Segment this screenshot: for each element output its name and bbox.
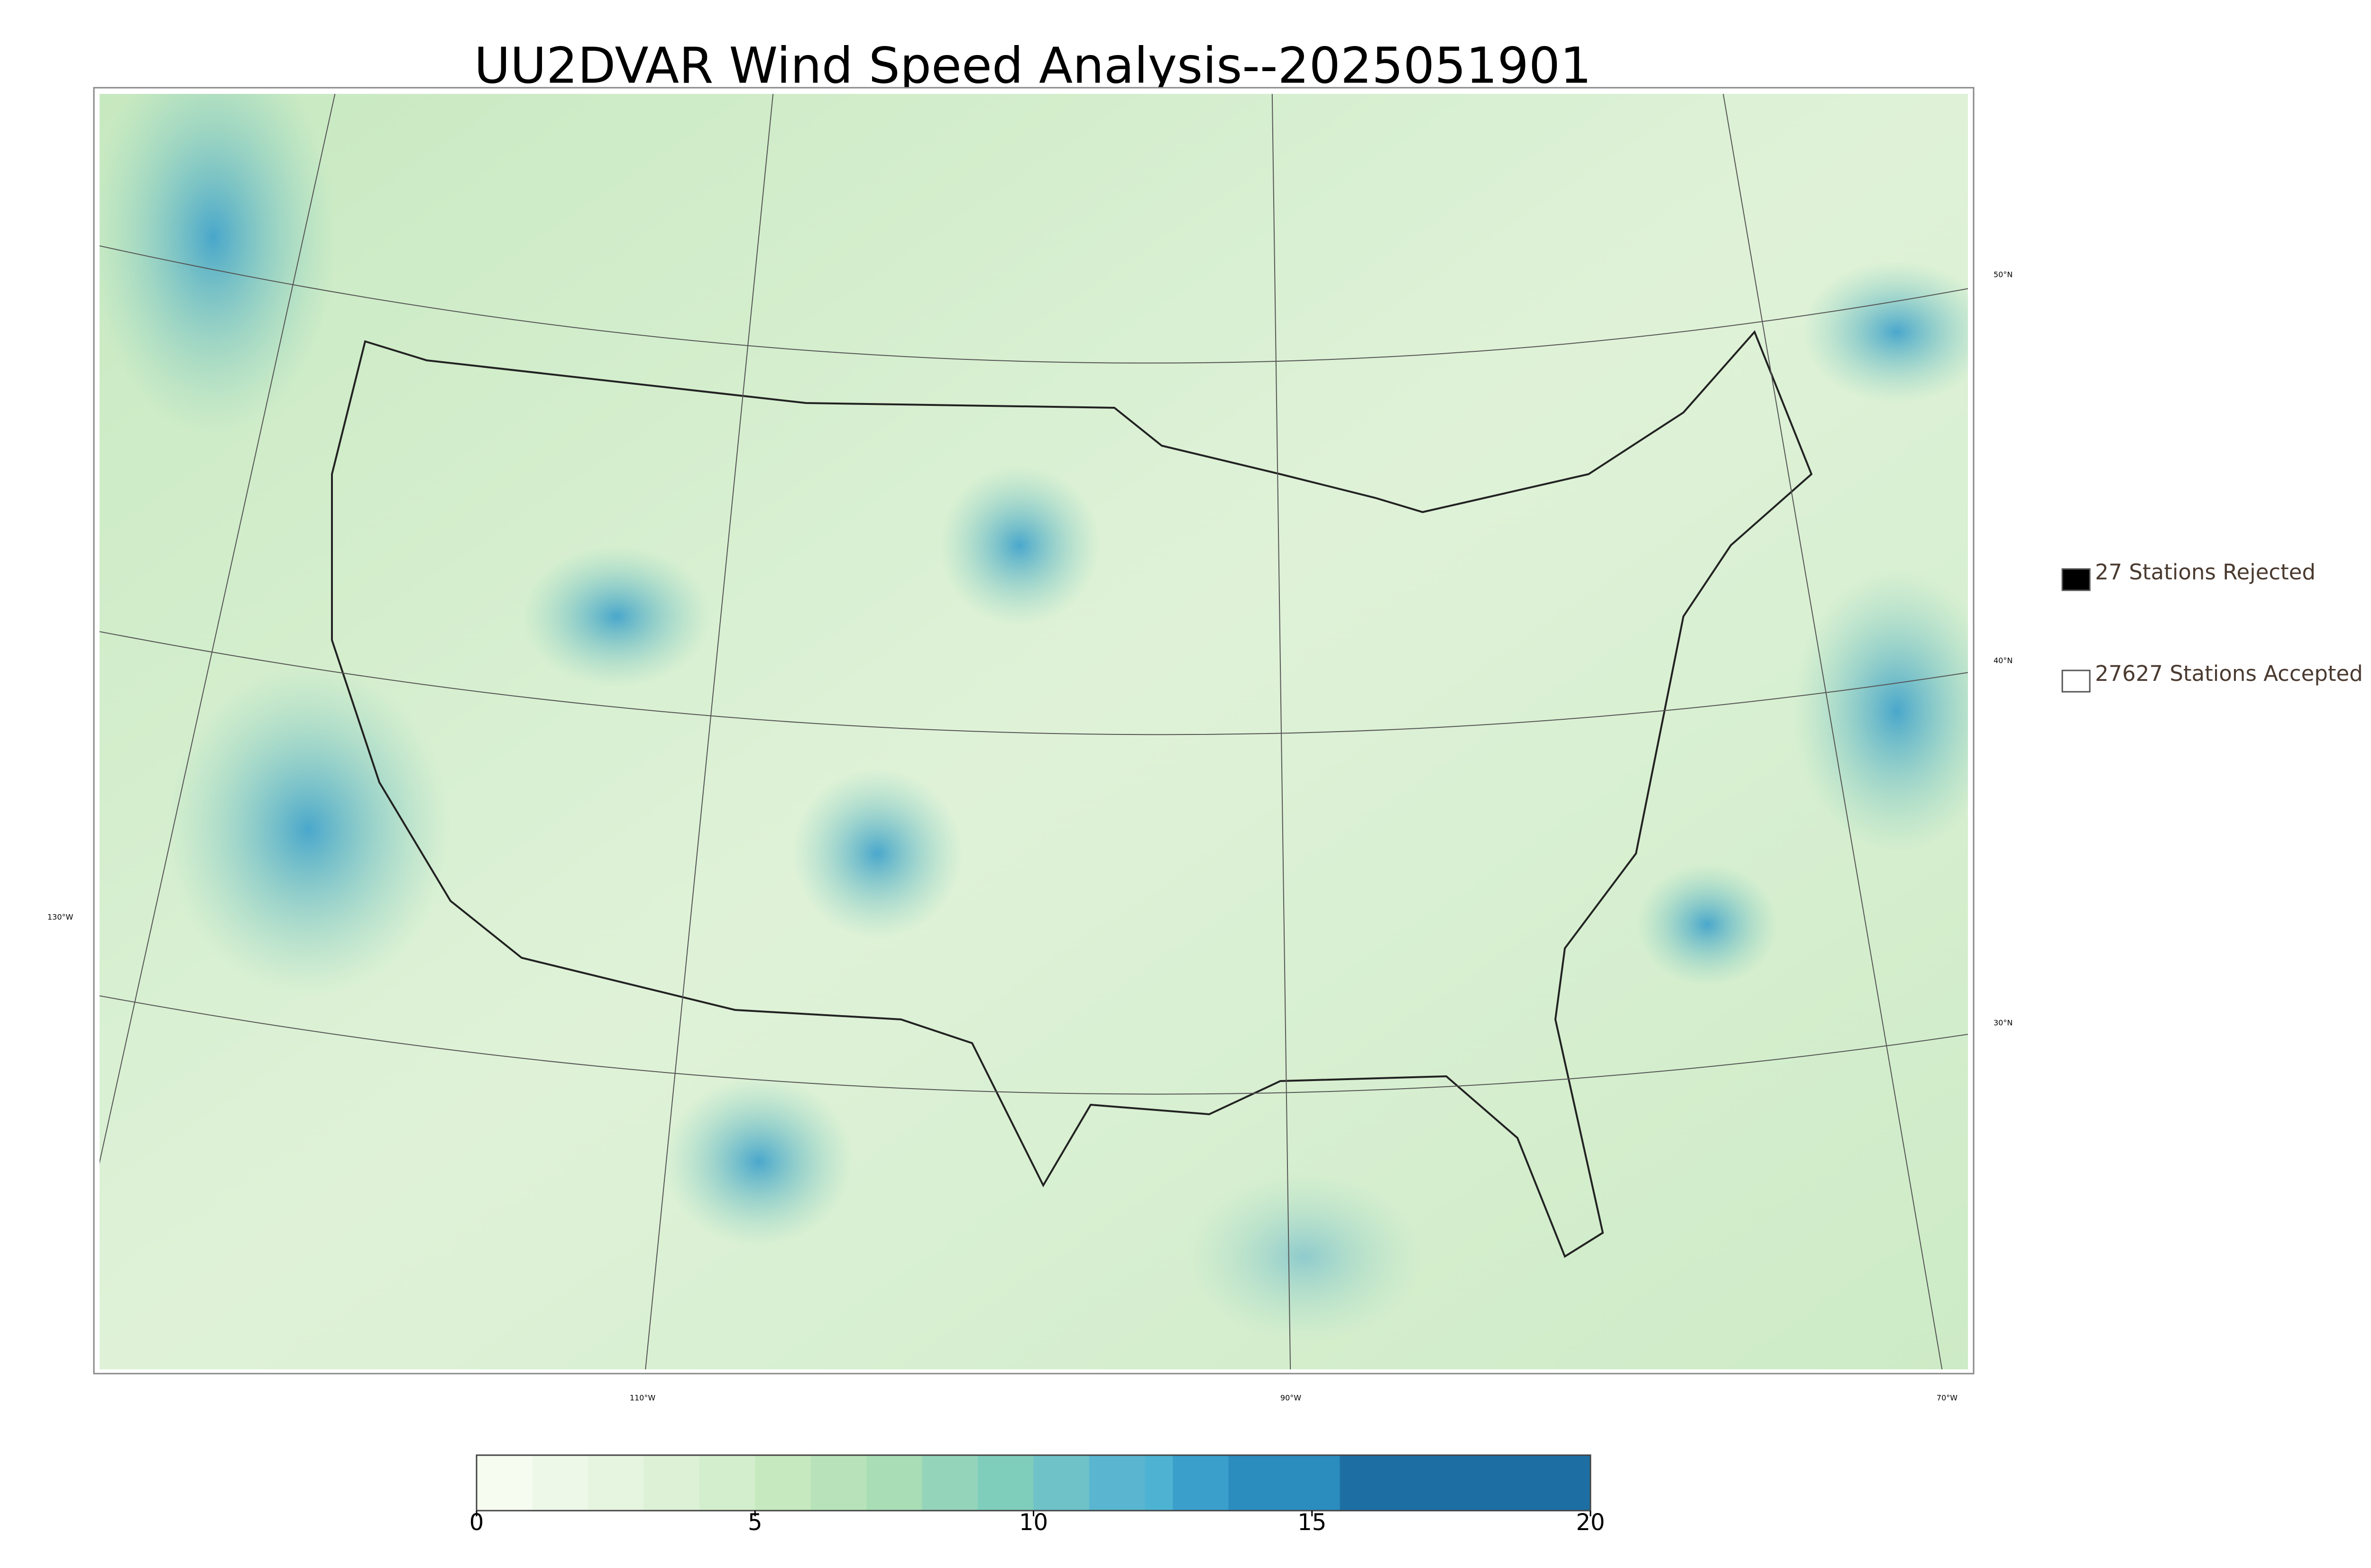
colorbar-segment bbox=[1145, 1455, 1173, 1511]
colorbar-segment bbox=[1033, 1455, 1090, 1511]
lat-label: 40°N bbox=[1994, 656, 2013, 665]
title: UU2DVAR Wind Speed Analysis--2025051901 bbox=[474, 37, 1591, 94]
lon-label: 110°W bbox=[630, 1394, 656, 1403]
colorbar: 0 5 10 15 20 bbox=[469, 1454, 1605, 1536]
tick-label: 15 bbox=[1297, 1509, 1326, 1536]
lat-label: 50°N bbox=[1994, 270, 2013, 279]
legend-label: 27 Stations Rejected bbox=[2095, 559, 2316, 585]
colorbar-segment bbox=[477, 1455, 533, 1511]
colorbar-segment bbox=[922, 1455, 978, 1511]
colorbar-segment bbox=[810, 1455, 867, 1511]
lon-label: 130°W bbox=[47, 913, 74, 922]
tick-label: 5 bbox=[748, 1509, 763, 1536]
lon-label: 70°W bbox=[1937, 1394, 1957, 1403]
tick-label: 10 bbox=[1019, 1509, 1048, 1536]
colorbar-segment bbox=[1340, 1455, 1591, 1511]
legend-swatch bbox=[2061, 568, 2091, 591]
colorbar-segment bbox=[643, 1455, 700, 1511]
colorbar-segment bbox=[755, 1455, 811, 1511]
colorbar-segment bbox=[699, 1455, 755, 1511]
colorbar-segment bbox=[1173, 1455, 1229, 1511]
colorbar-segment bbox=[866, 1455, 923, 1511]
lon-label: 90°W bbox=[1280, 1394, 1301, 1403]
legend: 27 Stations Rejected 27627 Stations Accep… bbox=[2061, 559, 2363, 693]
colorbar-segment bbox=[1089, 1455, 1145, 1511]
lat-label: 30°N bbox=[1994, 1018, 2013, 1027]
legend-swatch bbox=[2061, 669, 2091, 693]
tick-label: 20 bbox=[1576, 1509, 1605, 1536]
colorbar-segment bbox=[1228, 1455, 1340, 1511]
legend-label: 27627 Stations Accepted bbox=[2095, 661, 2363, 686]
tick-label: 0 bbox=[469, 1509, 484, 1536]
colorbar-segment bbox=[978, 1455, 1034, 1511]
colorbar-segment bbox=[532, 1455, 588, 1511]
map bbox=[93, 87, 1975, 1375]
graticule-labels: 50°N 40°N 30°N 130°W 110°W 90°W 70°W bbox=[47, 270, 2013, 1403]
colorbar-segment bbox=[588, 1455, 644, 1511]
